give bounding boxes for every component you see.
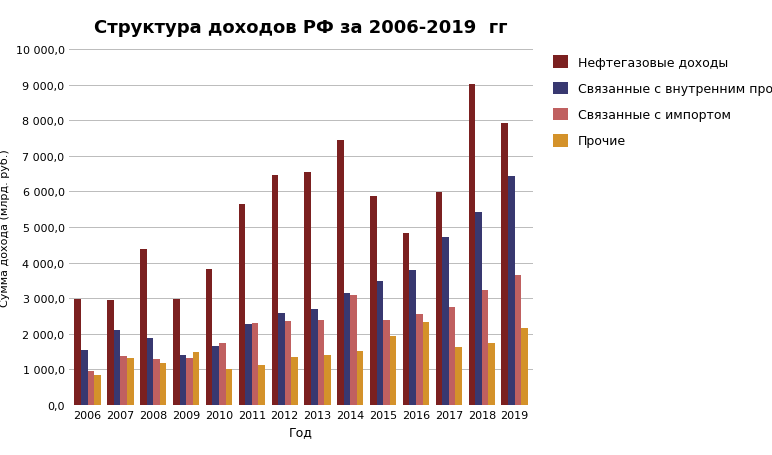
X-axis label: Год: Год	[290, 425, 313, 438]
Bar	[160, 363, 167, 405]
Bar	[225, 369, 232, 405]
Bar	[469, 85, 476, 405]
Bar	[508, 177, 515, 405]
Bar	[455, 347, 462, 405]
Bar	[304, 173, 311, 405]
Bar	[147, 339, 154, 405]
Bar	[521, 329, 528, 405]
Bar	[239, 205, 245, 405]
Bar	[206, 269, 212, 405]
Bar	[278, 314, 285, 405]
Bar	[403, 233, 409, 405]
Legend: Нефтегазовые доходы, Связанные с внутренним производством, Связанные с импортом,: Нефтегазовые доходы, Связанные с внутрен…	[547, 50, 772, 154]
Bar	[245, 324, 252, 405]
Bar	[259, 365, 265, 405]
Bar	[482, 291, 489, 405]
Bar	[377, 281, 383, 405]
Bar	[120, 357, 127, 405]
Bar	[219, 343, 225, 405]
Bar	[515, 275, 521, 405]
Bar	[317, 320, 324, 405]
Bar	[154, 359, 160, 405]
Bar	[81, 351, 87, 405]
Bar	[291, 357, 298, 405]
Y-axis label: Сумма дохода (млрд. руб.): Сумма дохода (млрд. руб.)	[0, 149, 10, 306]
Bar	[416, 314, 422, 405]
Bar	[140, 249, 147, 405]
Bar	[186, 359, 193, 405]
Bar	[180, 355, 186, 405]
Bar	[324, 355, 330, 405]
Bar	[350, 295, 357, 405]
Bar	[489, 343, 495, 405]
Bar	[435, 193, 442, 405]
Bar	[173, 299, 180, 405]
Bar	[409, 271, 416, 405]
Bar	[357, 352, 364, 405]
Bar	[74, 300, 81, 405]
Bar	[285, 321, 291, 405]
Bar	[449, 308, 455, 405]
Bar	[422, 322, 429, 405]
Bar	[272, 176, 278, 405]
Bar	[390, 336, 396, 405]
Bar	[94, 376, 100, 405]
Bar	[252, 324, 259, 405]
Bar	[107, 300, 113, 405]
Bar	[370, 197, 377, 405]
Bar	[502, 124, 508, 405]
Bar	[442, 238, 449, 405]
Bar	[311, 309, 317, 405]
Title: Структура доходов РФ за 2006-2019  гг: Структура доходов РФ за 2006-2019 гг	[94, 20, 508, 37]
Bar	[337, 141, 344, 405]
Bar	[87, 371, 94, 405]
Bar	[383, 321, 390, 405]
Bar	[212, 346, 219, 405]
Bar	[344, 294, 350, 405]
Bar	[476, 212, 482, 405]
Bar	[127, 358, 134, 405]
Bar	[113, 330, 120, 405]
Bar	[193, 352, 199, 405]
